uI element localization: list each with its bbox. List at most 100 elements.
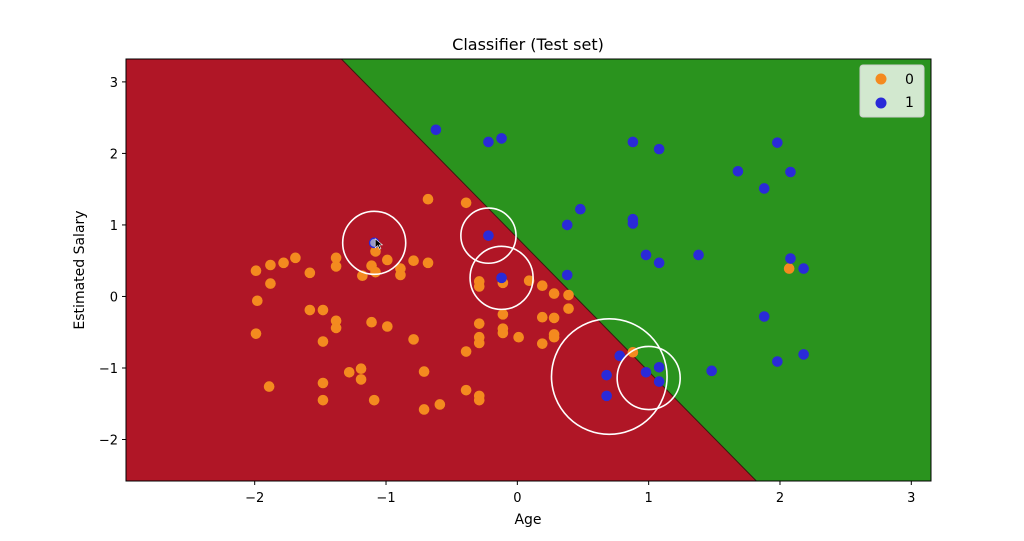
data-point-class-0 [330, 252, 342, 264]
data-point-class-0 [366, 316, 377, 328]
data-point-class-1 [653, 143, 665, 155]
data-point-class-0 [317, 377, 329, 389]
legend-box [859, 64, 925, 118]
data-point-class-0 [548, 331, 560, 343]
data-point-class-0 [460, 197, 472, 209]
data-point-class-1 [798, 263, 809, 274]
data-point-class-0 [783, 263, 795, 274]
data-point-class-1 [732, 165, 744, 177]
data-point-class-0 [473, 318, 485, 329]
y-tick-label: 3 [110, 76, 118, 91]
legend-label-class-1: 1 [905, 95, 914, 111]
region-class-0 [126, 59, 757, 481]
y-axis-title: Estimated Salary [72, 210, 88, 329]
data-point-class-1 [627, 218, 639, 229]
data-point-class-0 [563, 303, 574, 314]
data-point-class-0 [473, 281, 485, 292]
data-point-class-0 [408, 255, 419, 267]
data-point-class-0 [473, 394, 485, 406]
data-point-class-1 [561, 219, 573, 231]
data-point-class-1 [483, 230, 494, 241]
chart-title: Classifier (Test set) [452, 35, 604, 54]
data-point-class-0 [513, 331, 524, 343]
data-point-class-0 [304, 304, 316, 316]
y-tick-label: 2 [110, 147, 118, 162]
series-class-1 [368, 124, 809, 402]
data-point-class-0 [368, 394, 380, 406]
mouse-cursor-icon [374, 238, 384, 250]
data-point-class-1 [653, 257, 665, 269]
data-point-class-0 [536, 280, 548, 292]
data-point-class-1 [693, 249, 704, 261]
y-tick-label: −1 [99, 362, 118, 377]
data-point-class-1 [758, 311, 770, 322]
data-point-class-0 [563, 289, 574, 301]
data-point-class-1 [706, 365, 717, 377]
data-point-class-0 [497, 327, 509, 339]
series-class-0 [250, 193, 795, 415]
data-point-class-0 [317, 304, 329, 316]
data-point-class-0 [434, 399, 446, 410]
x-axis: −2 −1 0 1 2 3 [245, 481, 915, 506]
y-tick-label: 1 [110, 219, 118, 234]
data-point-class-0 [536, 338, 548, 349]
y-tick-label: 0 [110, 290, 118, 305]
data-point-class-0 [548, 312, 560, 324]
data-point-class-0 [343, 366, 355, 378]
data-point-class-1 [561, 269, 573, 281]
x-tick-label: 2 [776, 491, 784, 506]
data-point-class-1 [430, 124, 442, 136]
data-point-class-0 [317, 336, 329, 347]
data-point-class-0 [304, 267, 316, 279]
data-point-class-0 [263, 381, 275, 392]
data-point-class-1 [772, 356, 783, 367]
x-tick-label: 1 [645, 491, 653, 506]
data-point-class-0 [382, 321, 393, 332]
data-point-class-0 [497, 309, 509, 320]
data-point-class-1 [483, 136, 494, 148]
legend-marker-class-0 [875, 73, 887, 85]
data-point-class-0 [330, 322, 342, 334]
data-point-class-0 [330, 261, 342, 272]
data-point-class-1 [601, 369, 612, 381]
x-tick-label: −1 [376, 491, 395, 506]
data-point-class-0 [408, 334, 419, 345]
data-point-class-0 [460, 346, 472, 357]
data-point-class-0 [536, 311, 548, 323]
data-point-class-0 [548, 288, 560, 299]
data-point-class-0 [278, 257, 289, 269]
x-tick-label: 0 [513, 491, 521, 506]
data-point-class-1 [785, 166, 796, 178]
region-class-1 [341, 59, 931, 481]
annotation-circle [341, 210, 407, 276]
x-tick-label: −2 [245, 491, 264, 506]
data-point-class-0 [252, 295, 263, 307]
data-point-class-0 [395, 269, 406, 281]
data-point-class-0 [250, 328, 262, 339]
data-point-class-1 [640, 249, 652, 261]
decision-boundary [341, 59, 757, 481]
x-axis-title: Age [514, 512, 541, 528]
data-point-class-0 [422, 193, 434, 205]
data-point-class-0 [250, 265, 262, 277]
data-point-class-1 [627, 136, 639, 148]
data-point-class-0 [418, 404, 430, 415]
data-point-class-1 [758, 183, 770, 194]
data-point-class-1 [575, 203, 586, 215]
annotation-circle [616, 345, 681, 411]
plot-frame [125, 58, 932, 482]
legend-marker-class-1 [875, 97, 887, 109]
data-point-class-0 [355, 374, 367, 385]
data-point-class-1 [798, 349, 809, 360]
legend: 0 1 [859, 64, 925, 118]
data-point-class-1 [496, 272, 507, 284]
y-tick-label: −2 [99, 434, 118, 449]
data-point-class-0 [418, 366, 430, 377]
annotation-circle [550, 317, 668, 436]
data-point-class-1 [785, 253, 796, 264]
data-point-class-0 [460, 384, 472, 396]
data-point-class-1 [772, 137, 783, 148]
data-point-class-1 [640, 366, 652, 378]
data-point-class-0 [355, 363, 367, 375]
